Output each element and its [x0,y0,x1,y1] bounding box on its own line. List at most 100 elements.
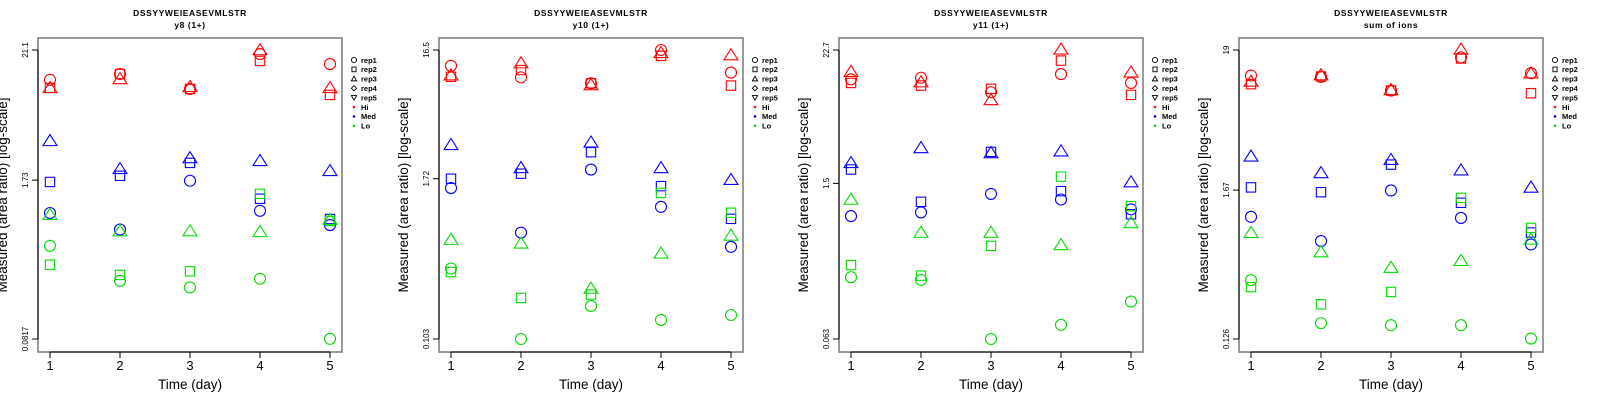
data-point-med-rep1 [183,174,197,187]
data-point-med-rep1 [444,182,458,195]
legend-dot-icon [1553,115,1557,118]
data-point-lo-rep3 [1313,244,1329,258]
data-point-hi-rep2 [655,50,667,62]
legend-label: Hi [1162,103,1170,112]
data-point-hi-rep3 [513,55,529,69]
legend-square-icon [1152,66,1158,73]
data-point-med-rep3 [1523,180,1539,193]
data-point-lo-rep2 [655,187,667,199]
data-point-med-rep3 [1243,148,1259,162]
x-tick-label: 5 [1527,358,1534,373]
data-point-lo-rep3 [1383,260,1399,273]
data-point-med-rep2 [515,168,527,179]
data-point-lo-rep1 [1244,274,1258,287]
data-point-hi-rep1 [914,71,928,84]
data-point-lo-rep1 [113,274,127,287]
data-point-hi-rep3 [653,45,669,59]
legend-label: rep5 [1162,93,1178,102]
x-axis-label: Time (day) [559,377,623,392]
legend-dot-icon [1153,105,1157,109]
data-point-lo-rep1 [183,281,197,294]
data-point-lo-rep2 [1245,281,1257,293]
chart-subtitle: sum of ions [1364,20,1418,30]
legend-dot-icon [352,124,356,128]
x-tick-label: 2 [917,358,924,373]
data-point-med-rep1 [844,210,858,223]
data-point-med-rep3 [983,145,999,159]
y-tick-label: 21.1 [21,42,30,58]
data-point-lo-rep1 [1054,318,1068,331]
legend-label: Med [361,112,376,121]
data-point-hi-rep2 [915,80,927,91]
data-point-lo-rep3 [1243,225,1259,239]
data-point-lo-rep2 [515,292,527,304]
data-point-hi-rep2 [1385,85,1397,96]
legend-diamond-icon [350,84,358,92]
data-point-lo-rep1 [1454,319,1468,332]
data-point-lo-rep2 [1055,171,1067,182]
x-tick-label: 3 [186,358,193,373]
legend-triangle-up-icon [350,75,358,82]
data-point-med-rep3 [1383,152,1399,166]
legend-label: rep5 [762,93,778,102]
legend-dot-icon [753,105,757,109]
legend-label: Lo [361,122,371,131]
x-axis-label: Time (day) [959,377,1023,392]
y-tick-label: 1.73 [21,172,30,188]
chart-panel: DSSYYWEIEASEVMLSTR y11 (1+) 22.7 1.5 0.063 Me… [796,8,1179,392]
data-point-med-rep3 [513,160,529,174]
data-point-hi-rep1 [514,71,528,84]
x-tick-label: 3 [987,358,994,373]
data-point-hi-rep2 [1245,78,1257,90]
legend-triangle-up-icon [1151,75,1159,82]
x-tick-label: 5 [727,358,734,373]
legend-label: rep1 [1562,56,1578,65]
legend-label: rep1 [361,56,377,65]
data-point-hi-rep2 [114,68,126,80]
data-point-med-rep3 [653,160,669,174]
data-point-med-rep3 [1123,174,1139,188]
legend-label: rep2 [361,65,377,74]
data-point-lo-rep3 [443,232,459,245]
x-tick-label: 2 [517,358,524,373]
legend-circle-icon [751,56,759,64]
data-point-med-rep1 [1054,193,1068,206]
data-point-lo-rep3 [653,245,669,259]
x-tick-label: 4 [1057,358,1064,373]
legend-label: Lo [762,122,772,131]
legend-triangle-down-icon [1551,95,1559,102]
data-point-lo-rep3 [42,207,58,221]
x-tick-label: 5 [1127,358,1134,373]
legend-diamond-icon [751,84,759,92]
legend-triangle-up-icon [1551,75,1559,82]
plot-frame [838,37,1144,353]
y-tick-label: 1.72 [422,170,431,186]
legend-dot-icon [352,115,356,118]
data-point-hi-rep2 [1525,87,1537,99]
data-point-hi-rep1 [1054,68,1068,81]
legend-label: rep1 [762,56,778,65]
data-point-lo-rep3 [322,212,338,225]
legend-dot-icon [1153,124,1157,128]
chart-subtitle: y10 (1+) [573,20,610,30]
data-point-med-rep2 [445,173,457,184]
data-point-lo-rep3 [1523,232,1539,245]
legend-diamond-icon [1151,84,1159,92]
legend-circle-icon [350,56,358,64]
legend-triangle-up-icon [751,75,759,82]
data-point-hi-rep3 [983,92,999,106]
data-point-lo-rep1 [1524,332,1538,345]
data-point-hi-rep3 [1313,67,1329,81]
data-point-med-rep3 [1453,162,1469,176]
data-point-med-rep1 [514,226,528,239]
legend-label: Lo [1562,122,1572,131]
data-point-lo-rep3 [843,192,859,205]
legend-square-icon [1552,66,1558,73]
data-point-lo-rep2 [114,269,126,281]
legend-label: rep3 [361,75,377,84]
legend-triangle-down-icon [751,95,759,102]
data-point-med-rep2 [585,146,597,158]
legend-triangle-down-icon [350,95,358,102]
